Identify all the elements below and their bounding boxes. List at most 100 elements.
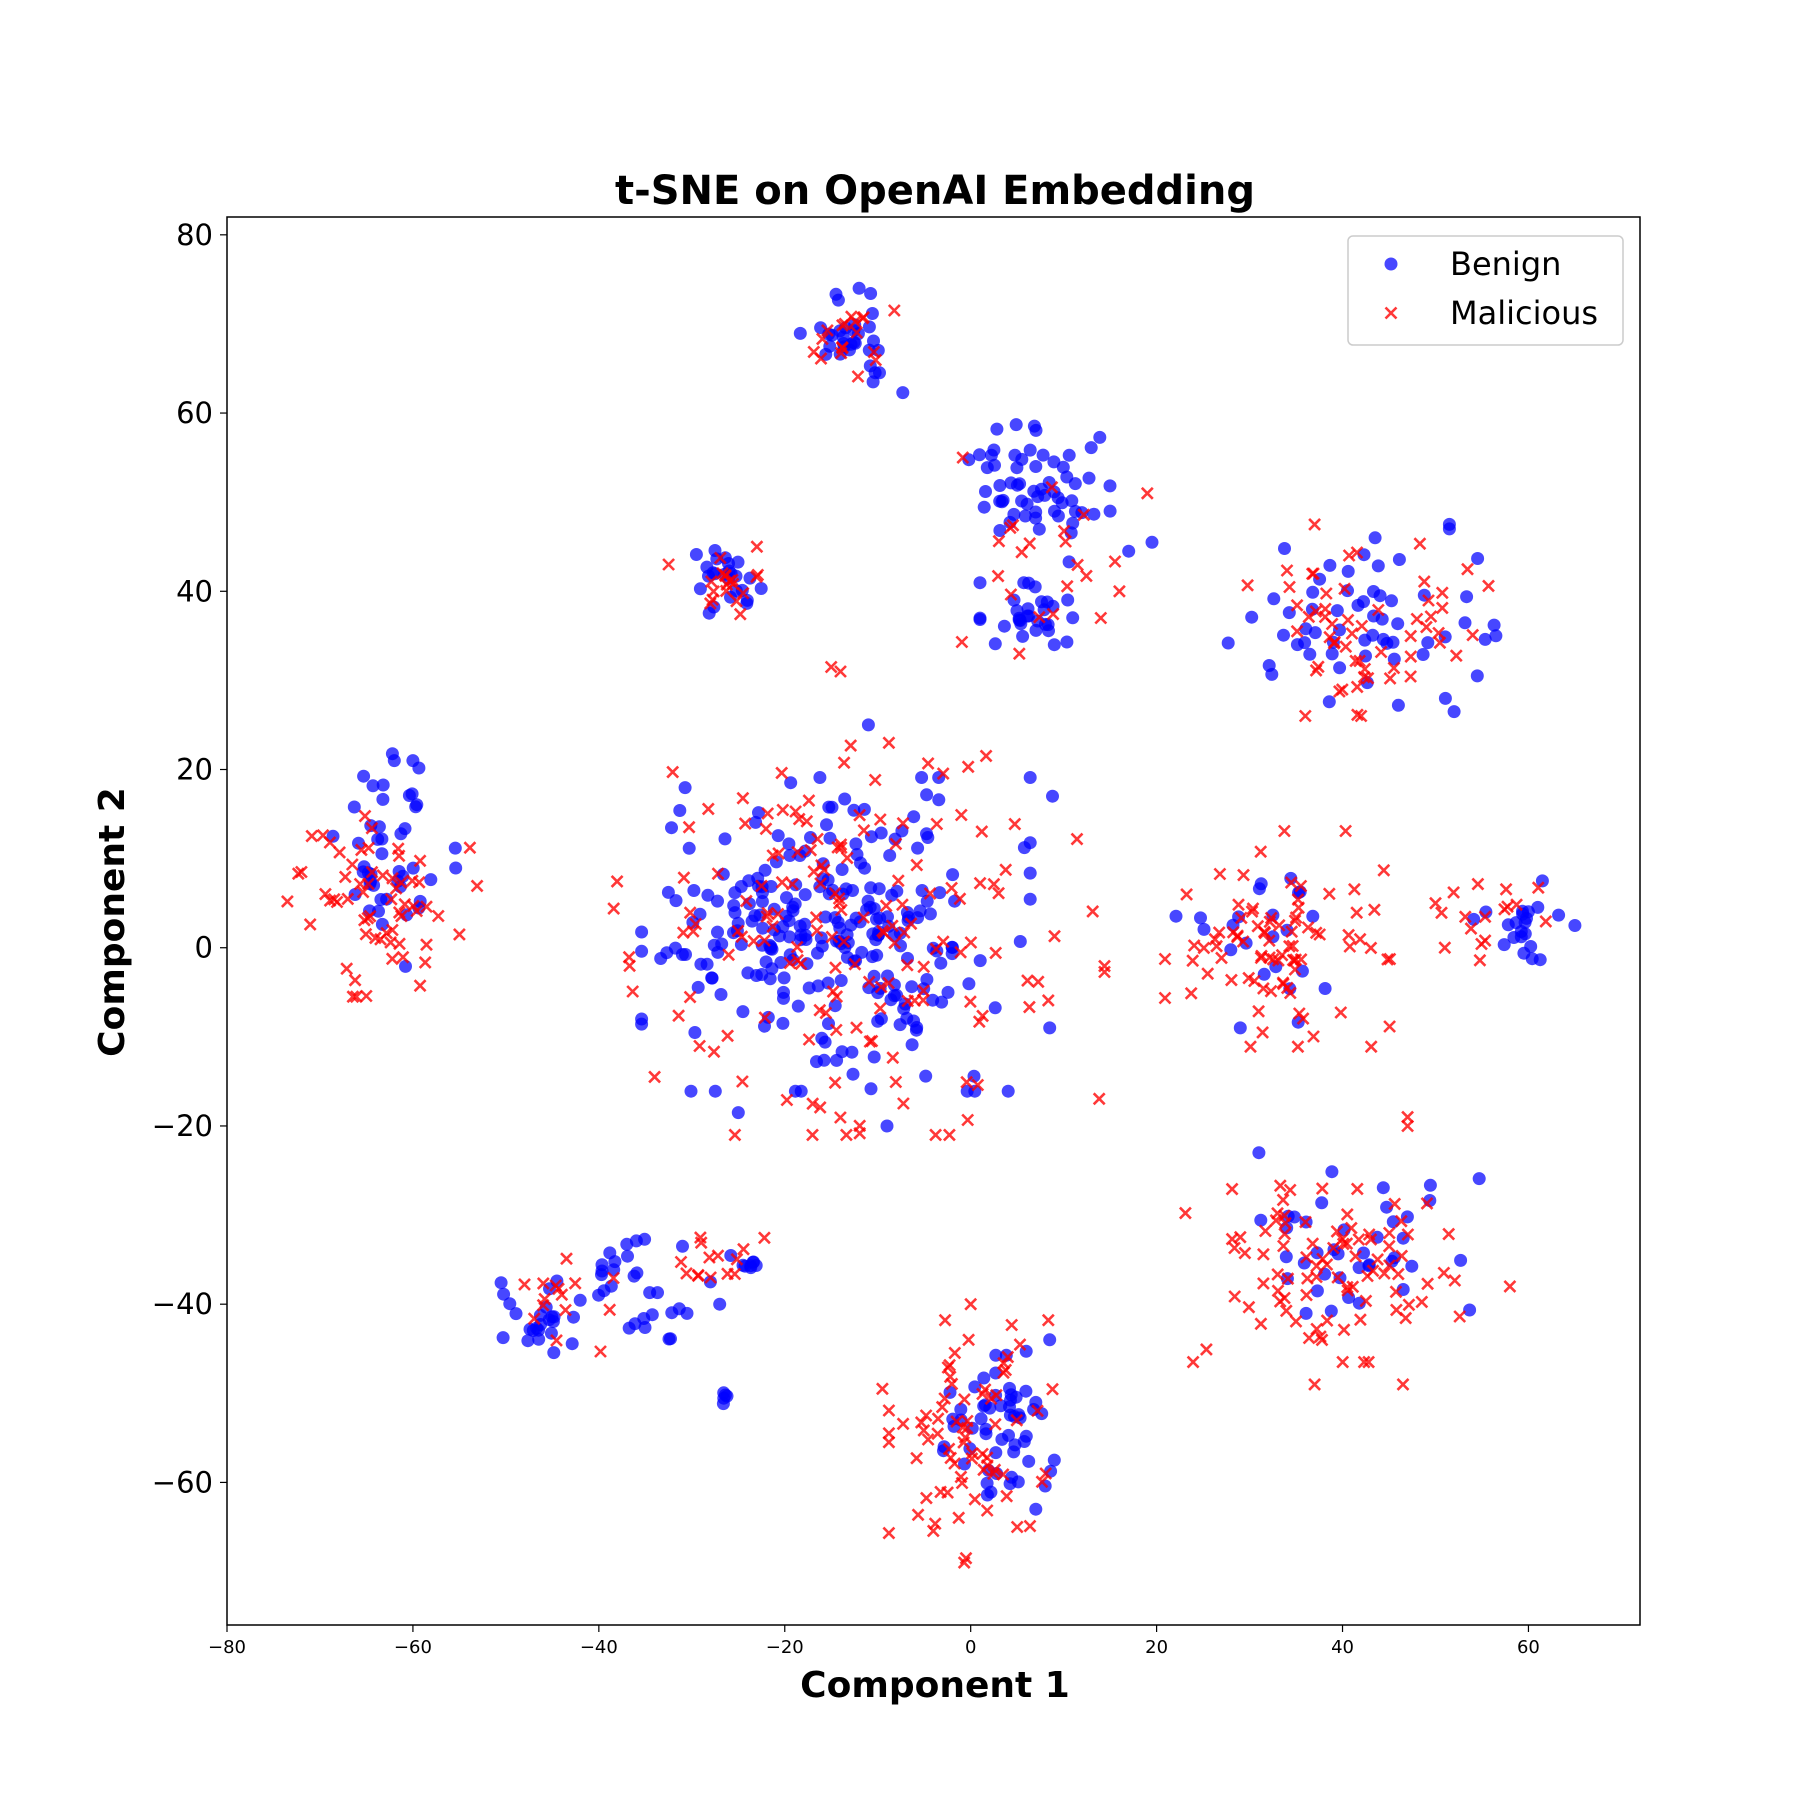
malicious-point	[1404, 650, 1418, 664]
benign-point	[387, 754, 401, 768]
benign-point	[919, 1069, 933, 1083]
malicious-point	[1289, 911, 1303, 925]
benign-point	[1023, 866, 1037, 880]
y-axis: −60 −40 −20 0 20 40 60 80	[152, 218, 227, 1499]
malicious-point	[988, 1463, 1002, 1477]
malicious-point	[897, 926, 911, 939]
benign-point	[798, 888, 812, 902]
benign-point	[829, 287, 843, 301]
benign-point	[883, 849, 897, 862]
malicious-point	[1473, 953, 1487, 967]
benign-point	[783, 849, 797, 862]
benign-point	[1333, 661, 1347, 675]
benign-point	[1051, 491, 1065, 505]
benign-point	[376, 778, 390, 792]
malicious-point	[1374, 645, 1388, 659]
benign-point	[678, 781, 692, 795]
malicious-point	[1041, 1313, 1055, 1327]
malicious-point	[733, 607, 747, 621]
malicious-point	[1057, 524, 1071, 538]
benign-point	[867, 1050, 881, 1064]
plot-background	[227, 217, 1640, 1625]
benign-point	[635, 1017, 649, 1031]
x-tick-label: 20	[1145, 1637, 1168, 1658]
malicious-point	[391, 842, 405, 856]
benign-point	[845, 1045, 859, 1059]
benign-point	[544, 1326, 558, 1340]
malicious-point	[1429, 896, 1442, 910]
malicious-point	[1298, 709, 1312, 723]
malicious-point	[560, 1252, 573, 1266]
malicious-point	[904, 917, 918, 931]
malicious-point	[333, 845, 347, 859]
malicious-point	[968, 1492, 982, 1506]
malicious-point	[1251, 919, 1265, 933]
malicious-point	[775, 766, 789, 780]
benign-point	[1020, 497, 1034, 511]
benign-point	[894, 939, 907, 953]
benign-point	[1062, 448, 1076, 462]
benign-point	[494, 1276, 508, 1290]
malicious-point	[1503, 1279, 1517, 1293]
malicious-point	[761, 906, 775, 920]
legend-items: Benign Malicious	[1384, 245, 1598, 332]
malicious-point	[1031, 1404, 1044, 1418]
malicious-point	[470, 879, 484, 893]
malicious-point	[1424, 610, 1438, 623]
malicious-point	[759, 822, 773, 836]
malicious-point	[862, 975, 876, 989]
malicious-point	[1319, 587, 1333, 600]
benign-point	[885, 888, 899, 902]
benign-point	[701, 888, 715, 902]
malicious-point	[1225, 1232, 1239, 1246]
benign-point	[1438, 691, 1452, 705]
malicious-point	[837, 935, 851, 949]
malicious-point	[789, 805, 803, 818]
malicious-point	[1060, 579, 1074, 593]
benign-point	[1568, 919, 1582, 932]
malicious-point	[1283, 1183, 1297, 1197]
malicious-point	[1263, 915, 1277, 929]
benign-point	[1060, 635, 1074, 649]
malicious-point	[755, 879, 768, 893]
malicious-point	[853, 808, 867, 822]
malicious-point	[1353, 1313, 1367, 1327]
malicious-point	[365, 865, 379, 879]
malicious-point	[1383, 1020, 1397, 1033]
malicious-point	[731, 924, 745, 938]
malicious-point	[938, 1313, 952, 1327]
malicious-point	[976, 1387, 989, 1401]
malicious-point	[736, 791, 750, 805]
malicious-point	[1350, 680, 1364, 694]
benign-point	[1460, 590, 1474, 604]
y-tick-label: 20	[176, 753, 213, 787]
malicious-point	[1242, 1300, 1256, 1314]
benign-point	[1322, 695, 1336, 709]
malicious-point	[766, 920, 780, 934]
benign-point	[810, 1055, 823, 1069]
benign-point	[954, 1402, 968, 1416]
benign-point	[722, 557, 735, 570]
malicious-point	[926, 1524, 940, 1538]
benign-point	[673, 804, 687, 817]
malicious-point	[345, 858, 359, 871]
malicious-point	[802, 1033, 816, 1046]
benign-point	[1380, 636, 1394, 650]
benign-point	[375, 847, 389, 861]
benign-point	[1082, 471, 1096, 485]
benign-point	[980, 1488, 994, 1502]
malicious-point	[923, 887, 937, 900]
malicious-point	[1071, 558, 1085, 572]
malicious-point	[384, 935, 398, 949]
benign-point	[958, 1457, 971, 1471]
malicious-point	[1359, 1294, 1373, 1308]
benign-point	[1197, 922, 1211, 936]
malicious-point	[1283, 986, 1297, 1000]
malicious-point	[413, 854, 427, 868]
malicious-point	[991, 569, 1005, 583]
benign-point	[745, 914, 759, 928]
benign-point	[702, 606, 716, 620]
benign-point	[675, 948, 689, 961]
malicious-point	[1201, 967, 1215, 981]
benign-point	[1043, 1333, 1057, 1347]
